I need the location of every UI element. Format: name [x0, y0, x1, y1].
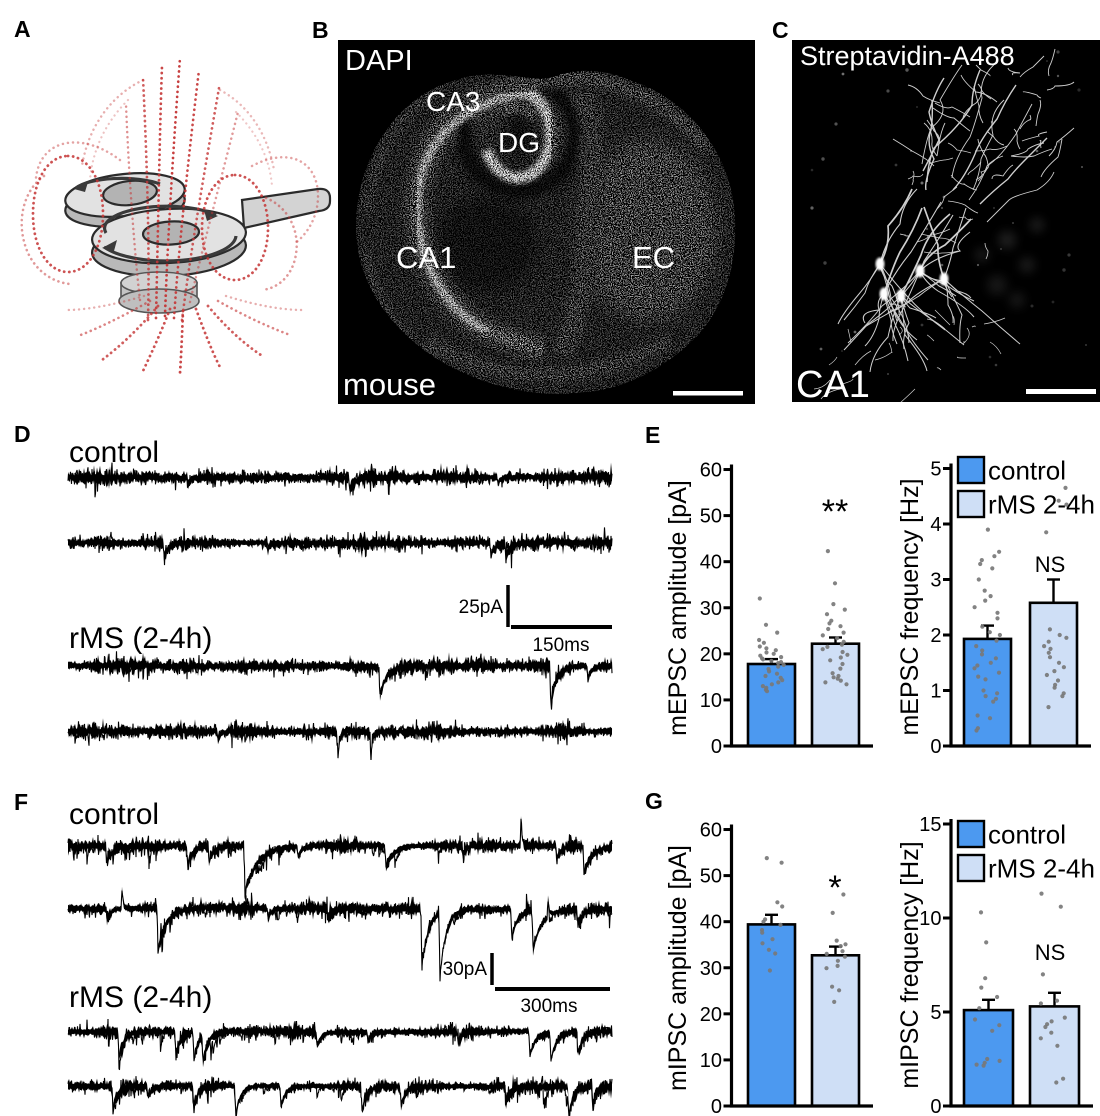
svg-text:NS: NS — [1035, 552, 1066, 577]
svg-text:30pA: 30pA — [443, 959, 488, 980]
svg-text:50: 50 — [700, 506, 722, 528]
svg-text:control: control — [988, 820, 1066, 850]
svg-text:40: 40 — [700, 912, 722, 934]
svg-text:300ms: 300ms — [520, 996, 577, 1017]
svg-text:25pA: 25pA — [459, 597, 504, 618]
svg-text:mEPSC amplitude [pA]: mEPSC amplitude [pA] — [664, 480, 692, 736]
svg-text:rMS 2-4h: rMS 2-4h — [988, 854, 1095, 884]
svg-text:50: 50 — [700, 866, 722, 888]
svg-text:40: 40 — [700, 552, 722, 574]
svg-text:30: 30 — [700, 598, 722, 620]
svg-text:0: 0 — [711, 1096, 722, 1116]
svg-text:10: 10 — [700, 690, 722, 712]
svg-text:10: 10 — [700, 1050, 722, 1072]
svg-text:0: 0 — [711, 736, 722, 758]
svg-text:10: 10 — [919, 908, 941, 930]
svg-text:15: 15 — [919, 814, 941, 836]
svg-text:4: 4 — [930, 514, 941, 536]
svg-text:1: 1 — [930, 681, 941, 703]
svg-text:NS: NS — [1035, 940, 1066, 965]
svg-text:control: control — [69, 798, 159, 831]
svg-text:0: 0 — [930, 736, 941, 758]
svg-text:3: 3 — [930, 570, 941, 592]
svg-text:5: 5 — [930, 1002, 941, 1024]
svg-text:DAPI: DAPI — [345, 45, 413, 77]
svg-text:CA1: CA1 — [396, 240, 456, 275]
svg-text:EC: EC — [632, 240, 675, 275]
svg-text:0: 0 — [930, 1096, 941, 1116]
svg-text:rMS 2-4h: rMS 2-4h — [988, 490, 1095, 520]
svg-text:20: 20 — [700, 644, 722, 666]
svg-text:5: 5 — [930, 459, 941, 481]
svg-text:30: 30 — [700, 958, 722, 980]
svg-text:60: 60 — [700, 820, 722, 842]
svg-text:rMS (2-4h): rMS (2-4h) — [69, 622, 212, 655]
svg-text:*: * — [828, 869, 841, 907]
svg-text:mIPSC amplitude [pA]: mIPSC amplitude [pA] — [664, 845, 692, 1091]
svg-text:rMS (2-4h): rMS (2-4h) — [69, 981, 212, 1014]
svg-text:20: 20 — [700, 1004, 722, 1026]
svg-text:mouse: mouse — [343, 367, 436, 402]
svg-text:60: 60 — [700, 460, 722, 482]
svg-text:2: 2 — [930, 625, 941, 647]
svg-text:CA1: CA1 — [796, 364, 870, 402]
svg-text:control: control — [69, 436, 159, 469]
svg-text:**: ** — [822, 493, 848, 531]
svg-text:150ms: 150ms — [532, 635, 589, 656]
svg-text:CA3: CA3 — [426, 86, 480, 117]
svg-text:DG: DG — [498, 127, 540, 158]
svg-text:Streptavidin-A488: Streptavidin-A488 — [800, 41, 1015, 71]
svg-text:mEPSC frequency [Hz]: mEPSC frequency [Hz] — [896, 478, 924, 735]
svg-text:mIPSC frequency [Hz]: mIPSC frequency [Hz] — [896, 841, 924, 1088]
svg-text:control: control — [988, 456, 1066, 486]
